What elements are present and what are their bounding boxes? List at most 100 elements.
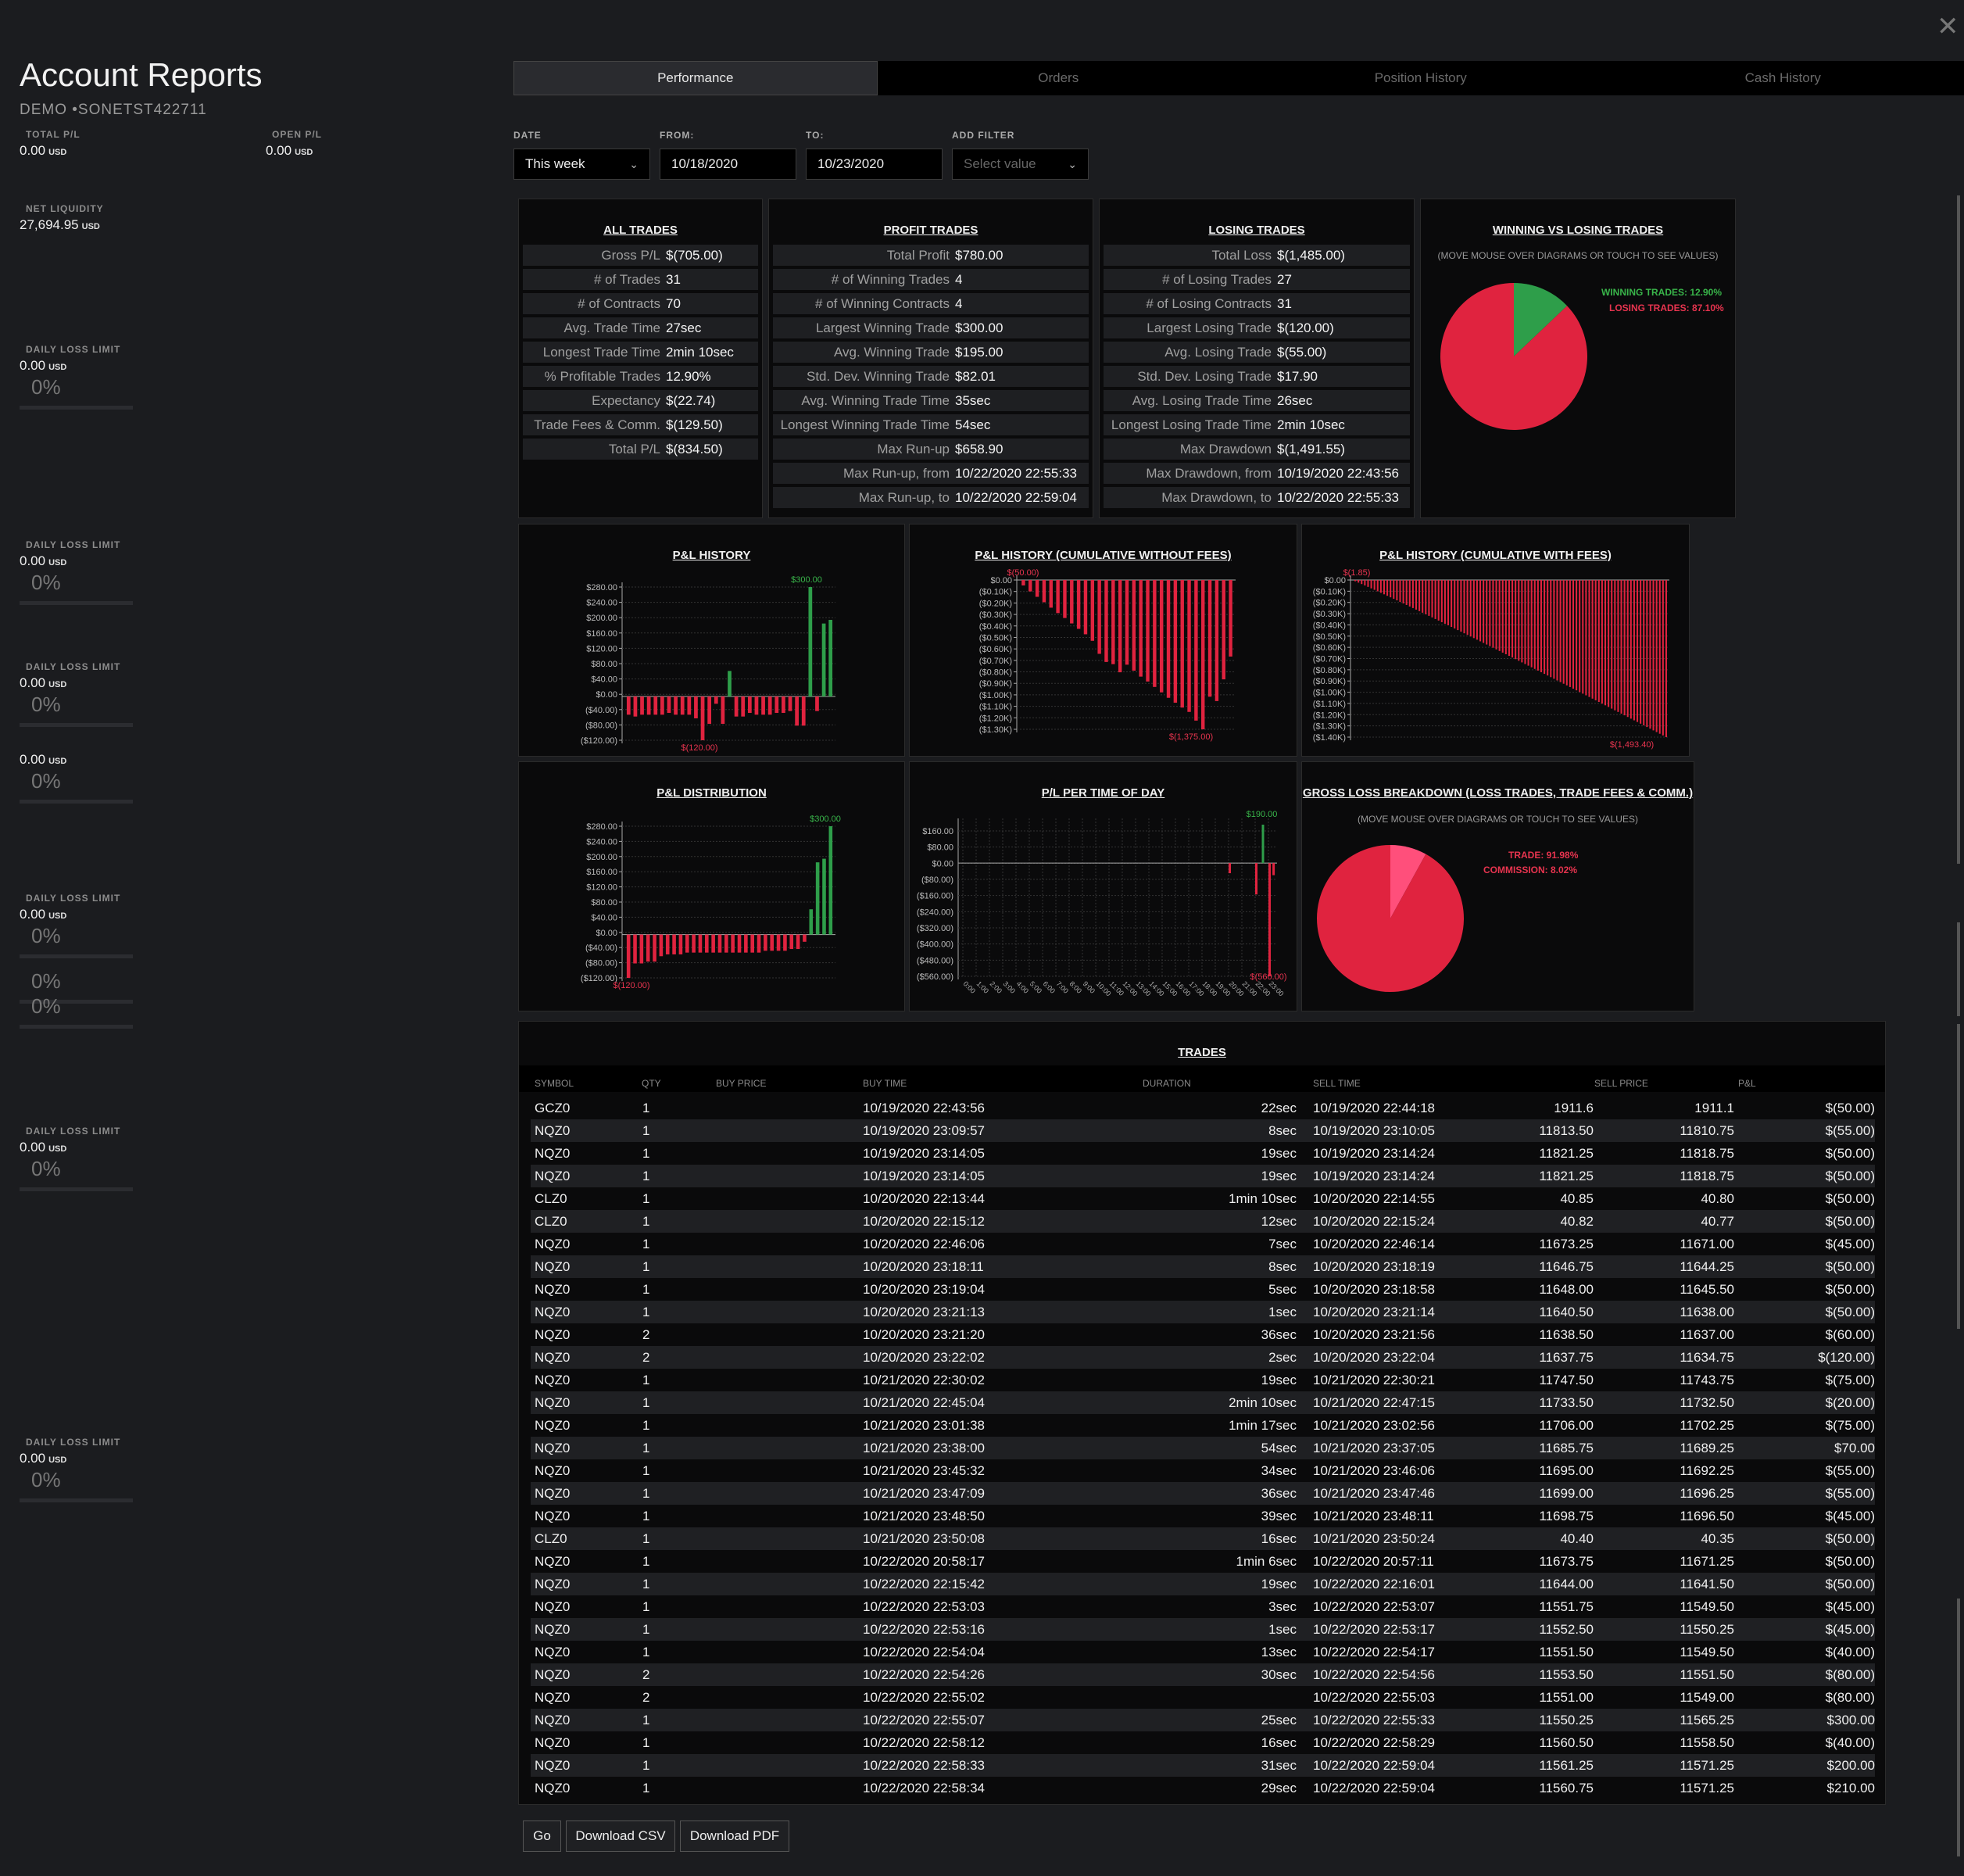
table-row[interactable]: NQZ0 2 11638.50 10/20/2020 23:21:20 36sec 10/… xyxy=(531,1323,1875,1346)
table-cell: 10/22/2020 22:59:04 xyxy=(1313,1758,1435,1773)
table-row[interactable]: NQZ0 1 11821.25 10/19/2020 23:14:05 19sec 10/… xyxy=(531,1165,1875,1187)
table-cell: 22sec xyxy=(1261,1101,1297,1115)
table-cell: $(45.00) xyxy=(1825,1599,1875,1614)
table-cell: $(50.00) xyxy=(1825,1146,1875,1161)
table-row[interactable]: NQZ0 1 11640.50 10/20/2020 23:21:13 1sec 10/2… xyxy=(531,1301,1875,1323)
table-row[interactable]: NQZ0 1 11706.00 10/21/2020 23:01:38 1min 17s… xyxy=(531,1414,1875,1437)
scrollbar[interactable] xyxy=(1957,195,1960,864)
table-row[interactable]: NQZ0 2 11553.50 10/22/2020 22:54:26 30sec 10/… xyxy=(531,1663,1875,1686)
date-range-select[interactable]: This week ⌄ xyxy=(513,149,650,180)
gross-loss-pie-chart[interactable] xyxy=(1302,762,1694,1011)
pl-cumulative-fees-chart[interactable]: $0.00 ($0.10K) ($0.20K) ($0.30K) ($0.40K) ($0… xyxy=(1302,524,1689,756)
y-tick-label: $0.00 xyxy=(1324,576,1346,585)
go-button[interactable]: Go xyxy=(523,1821,561,1852)
gross-loss-note: (MOVE MOUSE OVER DIAGRAMS OR TOUCH TO SE… xyxy=(1358,814,1638,825)
table-row[interactable]: NQZ0 2 11551.00 10/22/2020 22:55:02 10/22/20… xyxy=(531,1686,1875,1709)
to-date-input[interactable]: 10/23/2020 xyxy=(806,149,943,180)
column-header[interactable]: SYMBOL xyxy=(535,1078,574,1089)
scrollbar[interactable] xyxy=(1957,1599,1960,1856)
table-cell: 11549.00 xyxy=(1680,1690,1734,1705)
table-cell: 10/21/2020 23:46:06 xyxy=(1313,1463,1435,1478)
pl-time-of-day-panel: P/L PER TIME OF DAY $160.00 $80.00 $0.00 ($… xyxy=(909,761,1297,1011)
pl-distribution-chart[interactable]: $280.00 $240.00 $200.00 $160.00 $120.00 $80.0… xyxy=(519,762,904,1011)
table-row[interactable]: NQZ0 1 11698.75 10/21/2020 23:48:50 39sec 10/… xyxy=(531,1505,1875,1527)
y-tick-label: $240.00 xyxy=(586,599,617,608)
pl-history-chart[interactable]: $280.00 $240.00 $200.00 $160.00 $120.00 $80.0… xyxy=(519,524,904,756)
column-header[interactable]: BUY TIME xyxy=(863,1078,907,1089)
column-header[interactable]: P&L xyxy=(1738,1078,1756,1089)
table-row[interactable]: NQZ0 1 11550.25 10/22/2020 22:55:07 25sec 10/… xyxy=(531,1709,1875,1731)
chart-bar xyxy=(1386,580,1389,596)
table-row[interactable]: NQZ0 1 11644.00 10/22/2020 22:15:42 19sec 10/… xyxy=(531,1573,1875,1595)
profit-trades-title: PROFIT TRADES xyxy=(883,224,978,237)
table-row[interactable]: CLZ0 1 40.82 10/20/2020 22:15:12 12sec 10/20/… xyxy=(531,1210,1875,1233)
tab-cash-history[interactable]: Cash History xyxy=(1744,70,1821,85)
add-filter-select[interactable]: Select value ⌄ xyxy=(952,149,1089,180)
scrollbar[interactable] xyxy=(1957,922,1960,1016)
column-header[interactable]: BUY PRICE xyxy=(716,1078,767,1089)
table-cell: 1 xyxy=(642,1418,650,1433)
stat-row: Max Drawdown, from 10/19/2020 22:43:56 xyxy=(1104,463,1410,484)
table-row[interactable]: NQZ0 1 11551.50 10/22/2020 22:54:04 13sec 10/… xyxy=(531,1641,1875,1663)
table-row[interactable]: NQZ0 1 11699.00 10/21/2020 23:47:09 36sec 10/… xyxy=(531,1482,1875,1505)
table-row[interactable]: NQZ0 1 11747.50 10/21/2020 22:30:02 19sec 10/… xyxy=(531,1369,1875,1391)
scrollbar[interactable] xyxy=(1957,1024,1960,1329)
column-header[interactable]: QTY xyxy=(642,1078,661,1089)
table-row[interactable]: NQZ0 1 11733.50 10/21/2020 22:45:04 2min 10s… xyxy=(531,1391,1875,1414)
tab-orders[interactable]: Orders xyxy=(1038,70,1079,85)
table-row[interactable]: NQZ0 1 11551.75 10/22/2020 22:53:03 3sec 10/2… xyxy=(531,1595,1875,1618)
table-row[interactable]: CLZ0 1 40.85 10/20/2020 22:13:44 1min 10sec 1… xyxy=(531,1187,1875,1210)
table-cell: 11646.75 xyxy=(1539,1259,1594,1274)
table-row[interactable]: NQZ0 1 11560.75 10/22/2020 22:58:34 29sec 10/… xyxy=(531,1777,1875,1799)
column-header[interactable]: DURATION xyxy=(1143,1078,1191,1089)
from-date-input[interactable]: 10/18/2020 xyxy=(660,149,796,180)
table-row[interactable]: NQZ0 2 11637.75 10/20/2020 23:22:02 2sec 10/2… xyxy=(531,1346,1875,1369)
column-header[interactable]: SELL PRICE xyxy=(1594,1078,1648,1089)
daily-loss-limit-percent: 0% xyxy=(31,693,61,716)
tab-performance[interactable]: Performance xyxy=(513,61,878,95)
stat-label: Max Run-up, to xyxy=(858,489,950,505)
table-row[interactable]: NQZ0 1 11552.50 10/22/2020 22:53:16 1sec 10/2… xyxy=(531,1618,1875,1641)
chart-bar xyxy=(770,934,775,951)
table-cell: 11645.50 xyxy=(1680,1282,1734,1297)
download-pdf-button[interactable]: Download PDF xyxy=(680,1821,789,1852)
table-cell: 10/20/2020 23:21:56 xyxy=(1313,1327,1435,1342)
table-cell: 1 xyxy=(642,1599,650,1614)
download-csv-button[interactable]: Download CSV xyxy=(566,1821,675,1852)
table-row[interactable]: NQZ0 1 11821.25 10/19/2020 23:14:05 19sec 10/… xyxy=(531,1142,1875,1165)
daily-loss-limit: 0% xyxy=(20,968,137,1004)
table-cell: 40.35 xyxy=(1701,1531,1734,1546)
profit-trades-panel: PROFIT TRADES Total Profit $780.00 # of Wi… xyxy=(768,199,1093,518)
table-row[interactable]: NQZ0 1 11560.50 10/22/2020 22:58:12 16sec 10/… xyxy=(531,1731,1875,1754)
tab-position-history[interactable]: Position History xyxy=(1374,70,1467,85)
table-cell: $210.00 xyxy=(1826,1781,1875,1795)
table-cell: 1 xyxy=(642,1373,650,1387)
chart-bar xyxy=(1530,580,1533,668)
pl-cumulative-no-fees-chart[interactable]: $0.00($0.10K)($0.20K)($0.30K)($0.40K)($0… xyxy=(910,524,1297,756)
chart-bar xyxy=(1437,580,1440,621)
table-row[interactable]: NQZ0 1 11813.50 10/19/2020 23:09:57 8sec 10/1… xyxy=(531,1119,1875,1142)
chart-bar xyxy=(1166,580,1171,698)
table-cell: $(50.00) xyxy=(1825,1577,1875,1591)
table-row[interactable]: CLZ0 1 40.40 10/21/2020 23:50:08 16sec 10/21/… xyxy=(531,1527,1875,1550)
table-row[interactable]: NQZ0 1 11648.00 10/20/2020 23:19:04 5sec 10/2… xyxy=(531,1278,1875,1301)
column-header[interactable]: SELL TIME xyxy=(1313,1078,1361,1089)
table-row[interactable]: NQZ0 1 11673.25 10/20/2020 22:46:06 7sec 10/2… xyxy=(531,1233,1875,1255)
daily-loss-limit-value: 0.00 xyxy=(20,752,46,767)
pl-time-of-day-title: P/L PER TIME OF DAY xyxy=(1041,786,1165,800)
table-row[interactable]: NQZ0 1 11561.25 10/22/2020 22:58:33 31sec 10/… xyxy=(531,1754,1875,1777)
close-icon[interactable]: ✕ xyxy=(1937,12,1959,41)
table-row[interactable]: GCZ0 1 1911.6 10/19/2020 22:43:56 22sec 10/19… xyxy=(531,1097,1875,1119)
pl-time-of-day-chart[interactable]: $160.00 $80.00 $0.00 ($80.00) ($160.00) ($240… xyxy=(910,762,1297,1011)
table-cell: 2 xyxy=(642,1327,650,1342)
table-row[interactable]: NQZ0 1 11685.75 10/21/2020 23:38:00 54sec 10/… xyxy=(531,1437,1875,1459)
pl-distribution-title: P&L DISTRIBUTION xyxy=(656,786,767,800)
table-row[interactable]: NQZ0 1 11673.75 10/22/2020 20:58:17 1min 6se… xyxy=(531,1550,1875,1573)
y-tick-label: ($1.40K) xyxy=(1313,733,1346,743)
win-lose-pie-chart[interactable] xyxy=(1421,199,1735,517)
x-tick-label: 0:00 xyxy=(962,979,977,994)
table-row[interactable]: NQZ0 1 11646.75 10/20/2020 23:18:11 8sec 10/2… xyxy=(531,1255,1875,1278)
open-pl-stat: OPEN P/L xyxy=(272,129,322,140)
stat-row: Std. Dev. Losing Trade $17.90 xyxy=(1104,366,1410,387)
table-row[interactable]: NQZ0 1 11695.00 10/21/2020 23:45:32 34sec 10/… xyxy=(531,1459,1875,1482)
